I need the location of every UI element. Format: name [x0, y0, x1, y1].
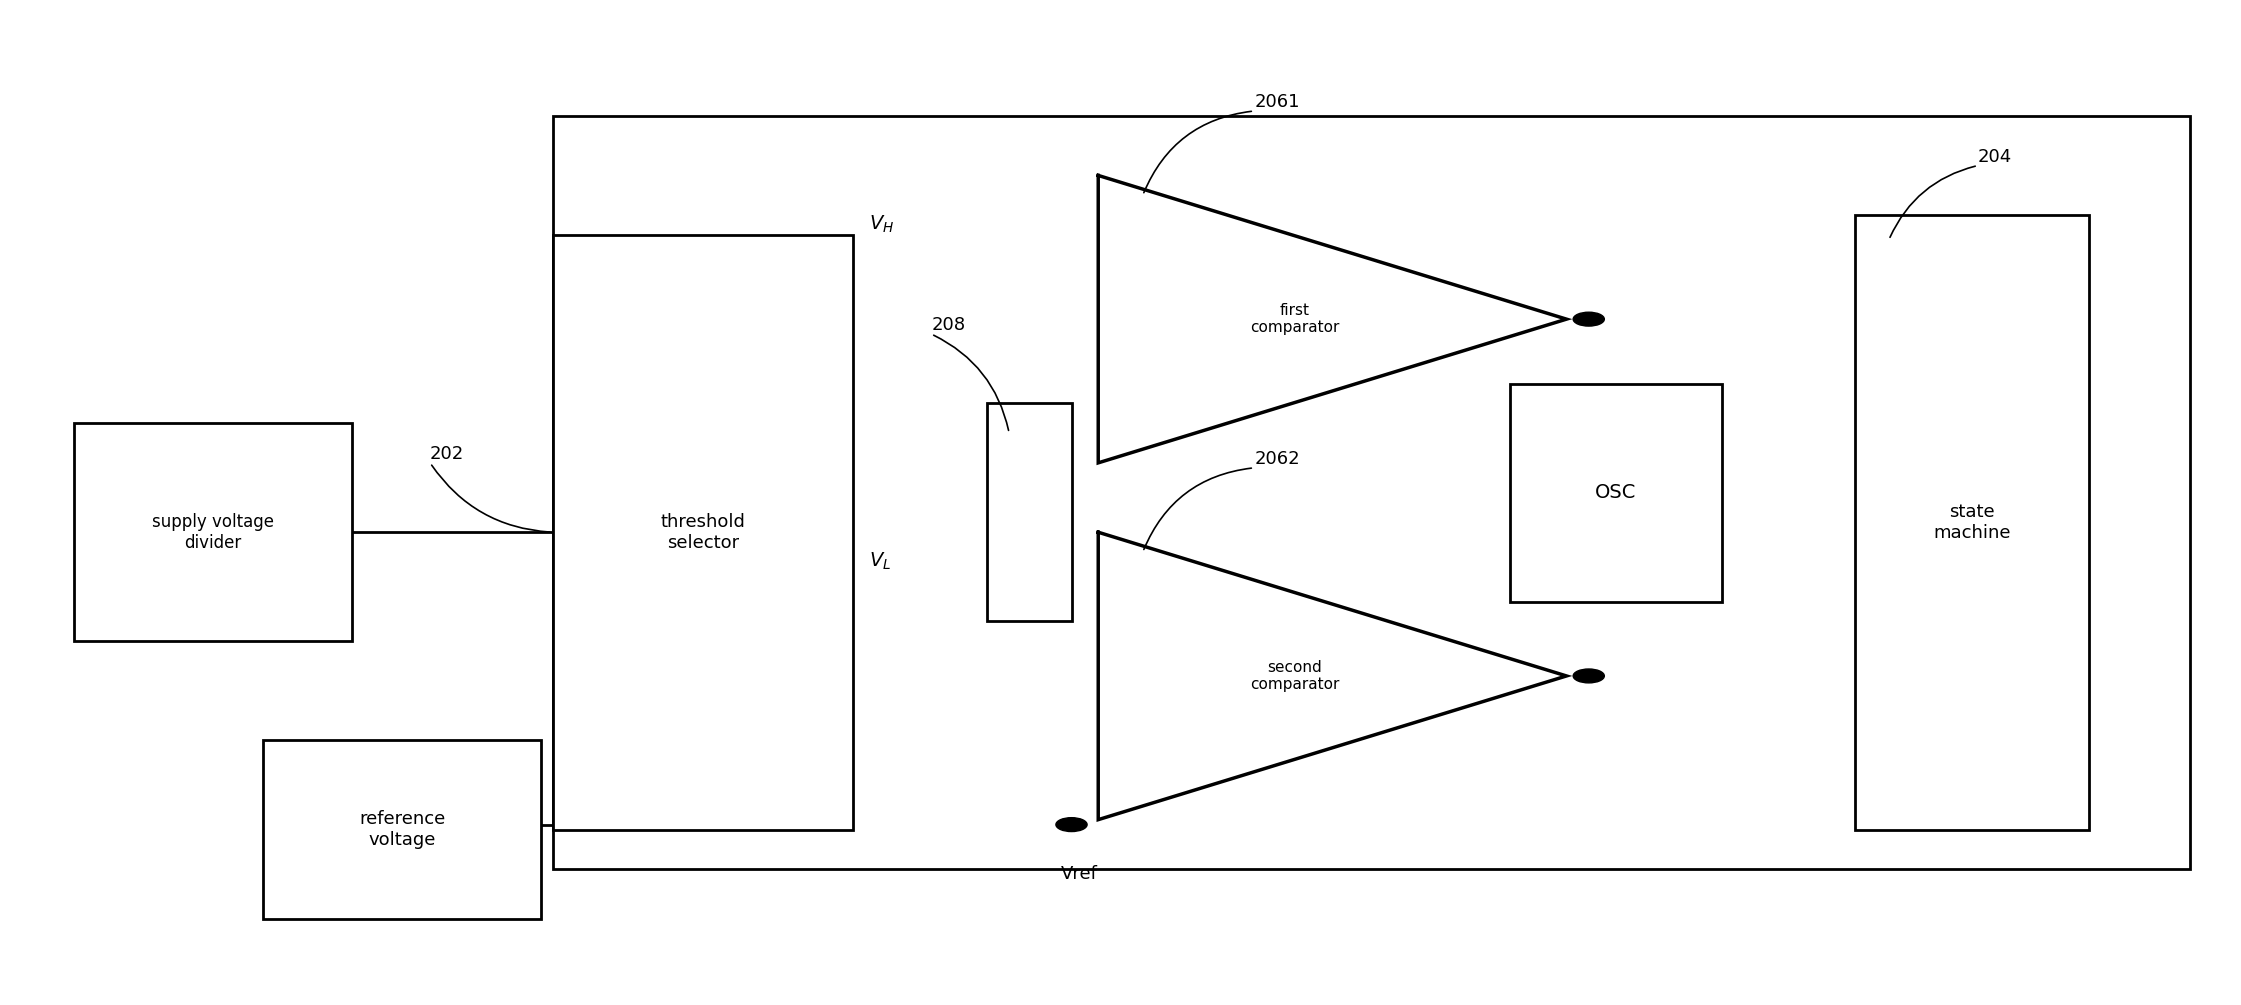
Text: OSC: OSC [1596, 483, 1636, 502]
Text: supply voltage
divider: supply voltage divider [152, 513, 273, 552]
Circle shape [1573, 669, 1605, 682]
FancyBboxPatch shape [554, 235, 854, 829]
Text: 204: 204 [1979, 148, 2012, 166]
Text: Vref: Vref [1060, 865, 1098, 883]
Text: second
comparator: second comparator [1250, 659, 1340, 692]
FancyBboxPatch shape [1856, 215, 2089, 829]
Text: reference
voltage: reference voltage [359, 810, 446, 849]
Text: first
comparator: first comparator [1250, 303, 1340, 336]
Text: 2061: 2061 [1255, 93, 1300, 111]
FancyBboxPatch shape [262, 741, 542, 919]
FancyBboxPatch shape [1510, 384, 1721, 602]
Text: $V_L$: $V_L$ [870, 551, 892, 572]
Circle shape [1573, 313, 1605, 326]
Text: 208: 208 [932, 316, 966, 334]
Text: $V_H$: $V_H$ [870, 214, 894, 235]
FancyBboxPatch shape [554, 116, 2189, 869]
FancyBboxPatch shape [74, 423, 352, 641]
Text: state
machine: state machine [1934, 502, 2010, 542]
Circle shape [1056, 818, 1087, 831]
Text: 2062: 2062 [1255, 450, 1300, 467]
Text: threshold
selector: threshold selector [661, 513, 746, 552]
Text: 202: 202 [430, 445, 464, 463]
FancyBboxPatch shape [986, 403, 1071, 621]
